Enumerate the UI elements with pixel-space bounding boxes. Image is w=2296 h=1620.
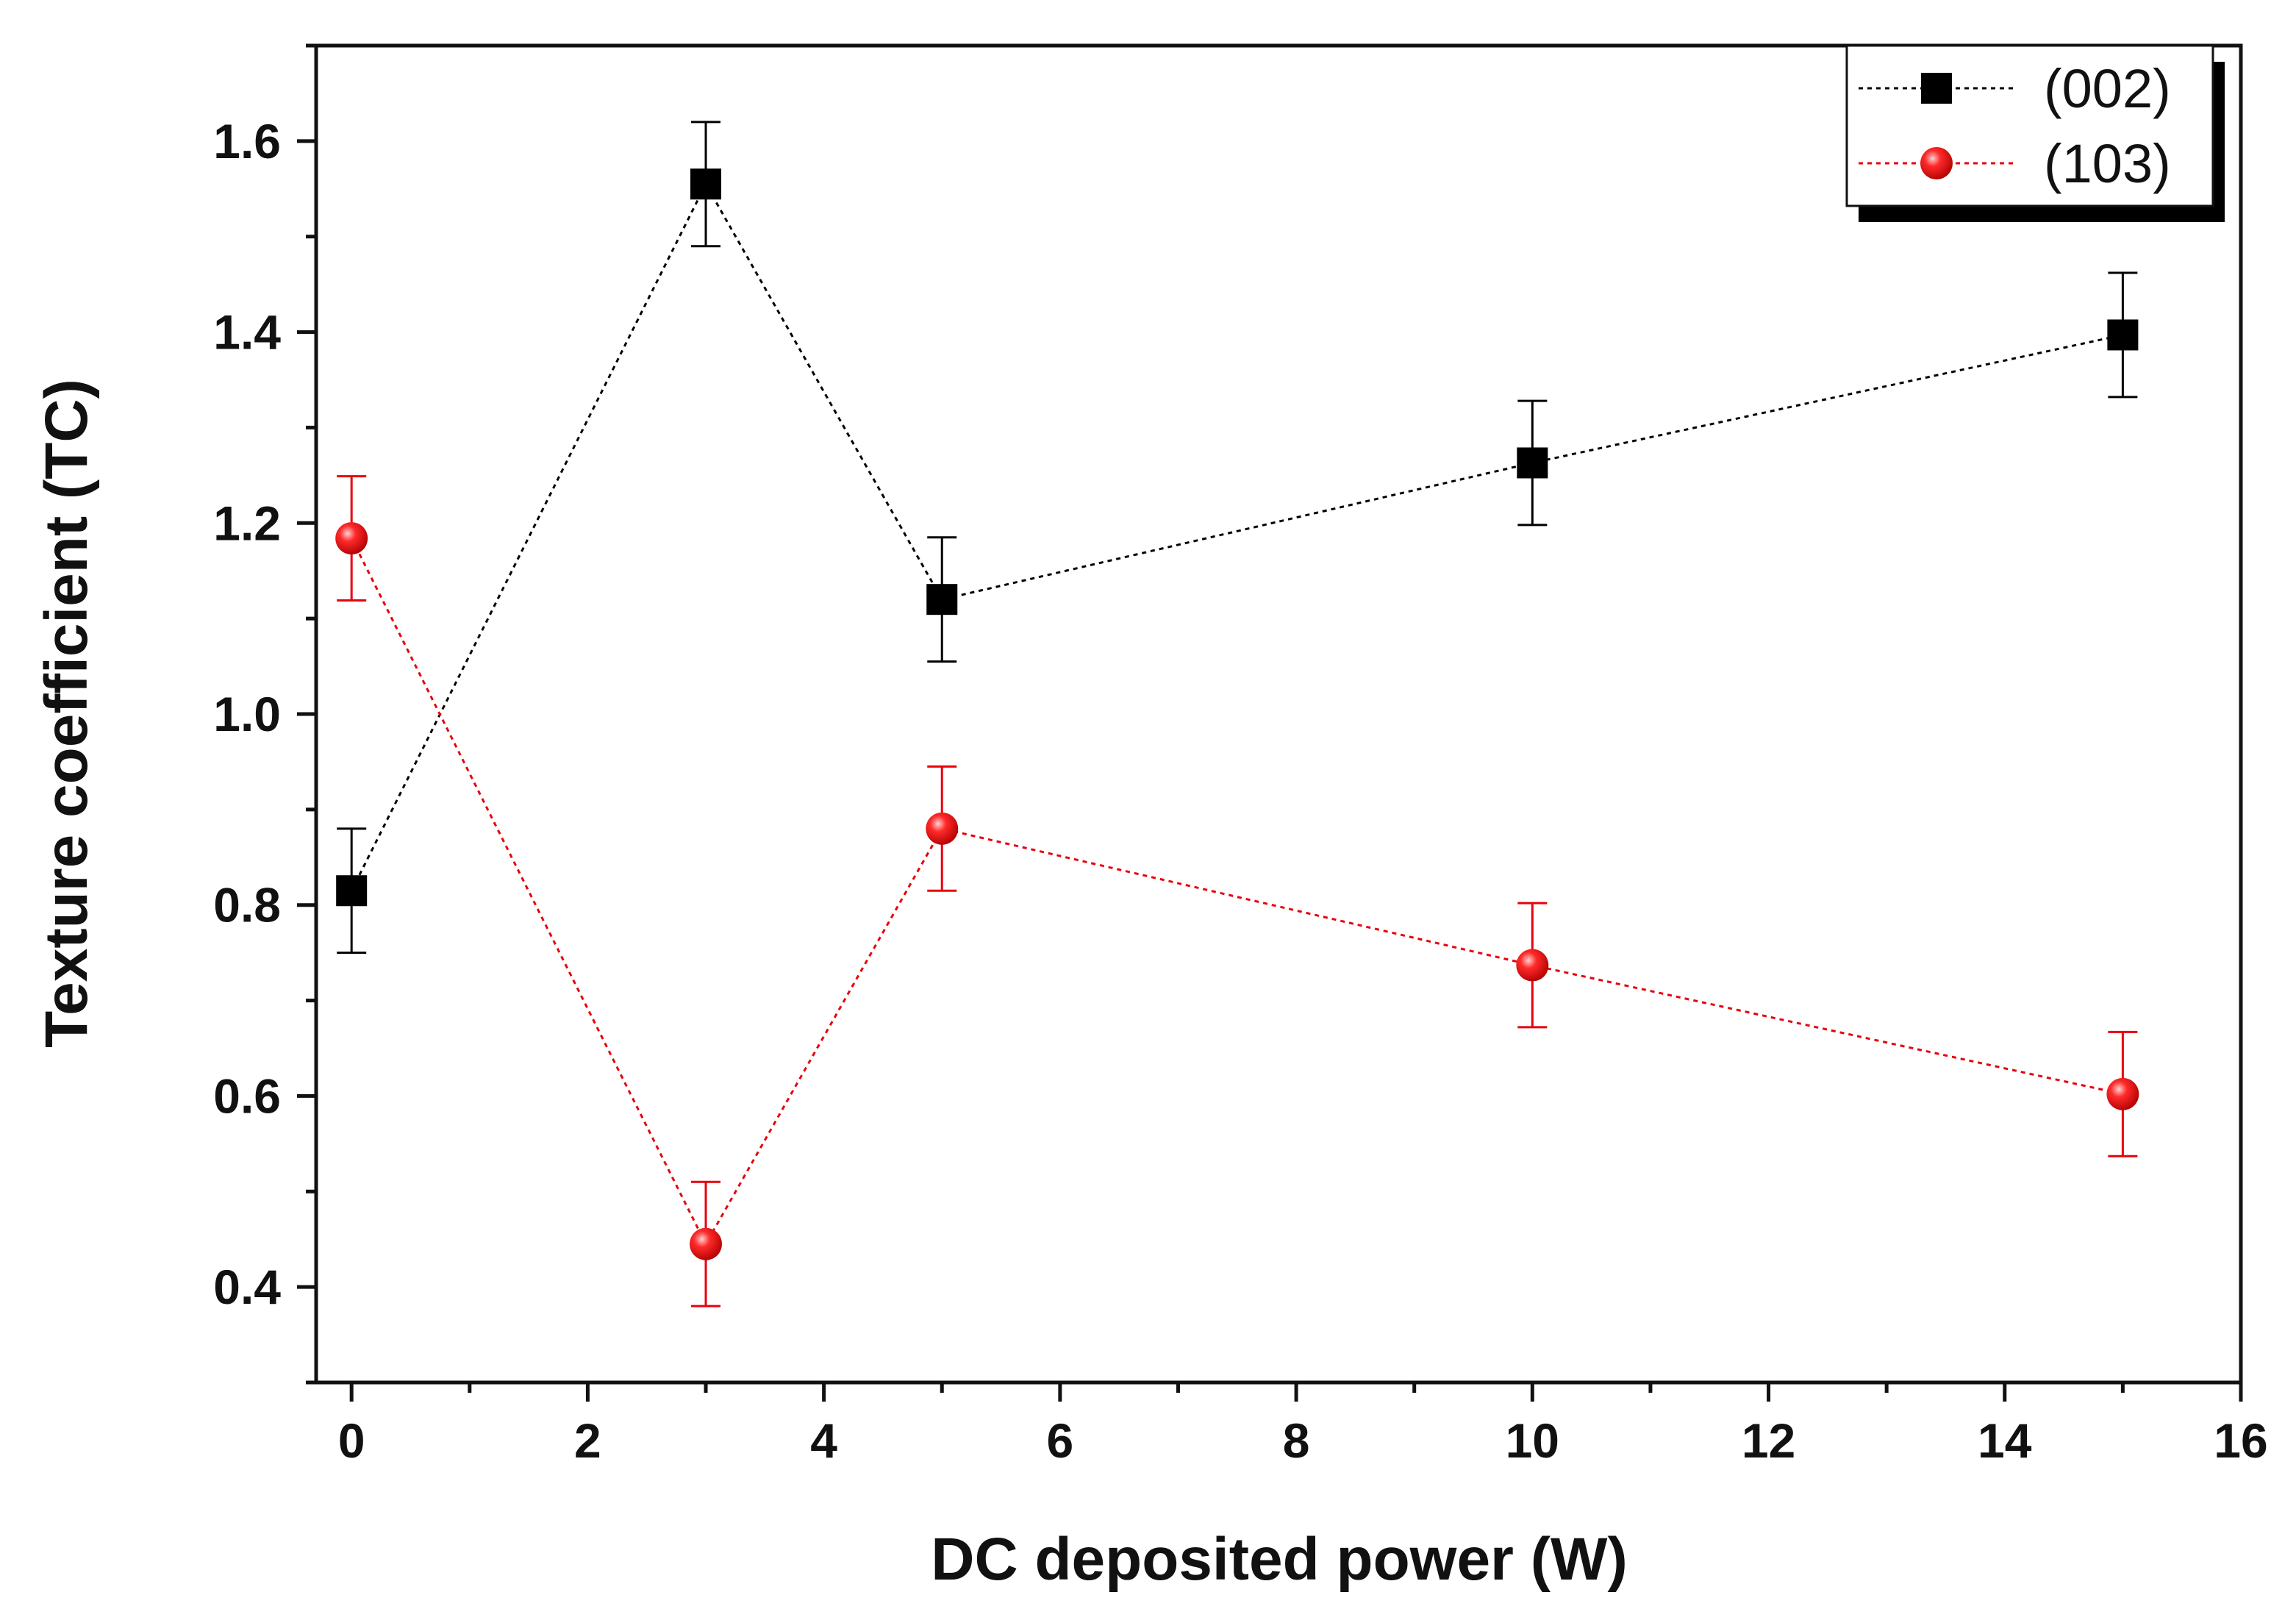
data-point (1516, 949, 1549, 982)
plot-frame-layer (314, 43, 2243, 1385)
x-tick-label: 14 (1978, 1413, 2032, 1468)
data-point (336, 875, 368, 907)
x-tick-label: 10 (1506, 1413, 1559, 1468)
data-point (2107, 319, 2139, 351)
legend-label: (002) (2044, 58, 2171, 119)
data-point (926, 584, 958, 615)
x-tick-label: 2 (574, 1413, 601, 1468)
plot-frame (314, 43, 2243, 1385)
y-tick-label: 0.4 (213, 1260, 281, 1314)
legend-marker (1920, 147, 1953, 179)
data-point (2106, 1077, 2139, 1110)
legend-box (1845, 44, 2214, 207)
y-tick-label: 0.6 (213, 1068, 281, 1123)
legend-entry-0: (002) (1859, 58, 2171, 119)
data-point (335, 522, 368, 555)
series-line (350, 538, 2123, 1246)
x-tick-label: 8 (1283, 1413, 1310, 1468)
x-tick-label: 6 (1047, 1413, 1074, 1468)
y-tick-label: 1.6 (213, 114, 281, 168)
y-tick-label: 0.8 (213, 878, 281, 932)
x-tick-label: 16 (2214, 1413, 2267, 1468)
data-point (926, 812, 959, 845)
series-layer (335, 121, 2139, 1307)
x-tick-label: 12 (1742, 1413, 1795, 1468)
series-0 (336, 121, 2139, 954)
x-tick-label: 0 (338, 1413, 365, 1468)
series-line (350, 182, 2123, 891)
axis-layer: 0 2 4 6 8 10 12 14 16 0.4 0.6 0.8 1.0 1.2 1.4 1.6 (213, 43, 2268, 1468)
data-point (690, 168, 722, 200)
x-axis-title: DC deposited power (W) (931, 1526, 1628, 1593)
data-point (690, 1227, 723, 1260)
legend-label: (103) (2044, 133, 2171, 194)
x-tick-label: 4 (810, 1413, 837, 1468)
legend: (002) (103) (1845, 44, 2225, 222)
y-tick-label: 1.4 (213, 305, 281, 360)
y-tick-label: 1.0 (213, 687, 281, 741)
data-point (1517, 447, 1548, 479)
legend-entry-1: (103) (1859, 133, 2171, 194)
y-axis-title: Texture coefficient (TC) (33, 379, 100, 1048)
series-1 (335, 475, 2139, 1307)
y-tick-label: 1.2 (213, 496, 281, 550)
legend-marker (1921, 73, 1952, 104)
